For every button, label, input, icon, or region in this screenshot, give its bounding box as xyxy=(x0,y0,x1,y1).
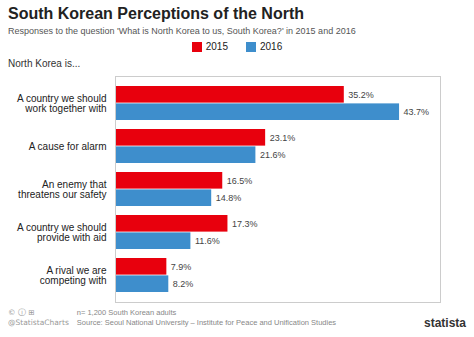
html-text:2016: 2016 xyxy=(260,41,283,52)
svg-text:7.9%: 7.9% xyxy=(171,262,192,272)
html-text:n= 1,200 South Korean adults: n= 1,200 South Korean adults xyxy=(76,308,177,317)
svg-text:A cause for alarm: A cause for alarm xyxy=(29,141,107,152)
svg-text:11.6%: 11.6% xyxy=(195,236,220,246)
svg-text:A rival we arecompeting with: A rival we arecompeting with xyxy=(40,265,107,286)
svg-text:17.3%: 17.3% xyxy=(232,219,258,229)
html-text:North Korea is...: North Korea is... xyxy=(8,58,81,69)
svg-text:43.7%: 43.7% xyxy=(404,107,430,117)
svg-text:21.6%: 21.6% xyxy=(260,150,286,160)
svg-text:A country we shouldprovide wit: A country we shouldprovide with aid xyxy=(17,222,107,243)
svg-text:35.2%: 35.2% xyxy=(348,90,374,100)
html-text:2015: 2015 xyxy=(205,41,228,52)
svg-text:An enemy thatthreatens our saf: An enemy thatthreatens our safety xyxy=(18,179,107,200)
svg-text:23.1%: 23.1% xyxy=(270,133,296,143)
html-text:South Korean Perceptions of th: South Korean Perceptions of the North xyxy=(8,5,304,22)
svg-text:16.5%: 16.5% xyxy=(227,176,253,186)
svg-text:A country we shouldwork togeth: A country we shouldwork together with xyxy=(17,93,107,114)
html-text:@StatistaCharts: @StatistaCharts xyxy=(8,318,69,327)
html-text:Responses to the question 'Wha: Responses to the question 'What is North… xyxy=(8,26,356,36)
svg-text:8.2%: 8.2% xyxy=(173,279,194,289)
html-text:statista: statista xyxy=(424,316,466,330)
svg-text:14.8%: 14.8% xyxy=(216,193,242,203)
html-text:Source: Seoul National Univers: Source: Seoul National University – Inst… xyxy=(76,318,337,327)
